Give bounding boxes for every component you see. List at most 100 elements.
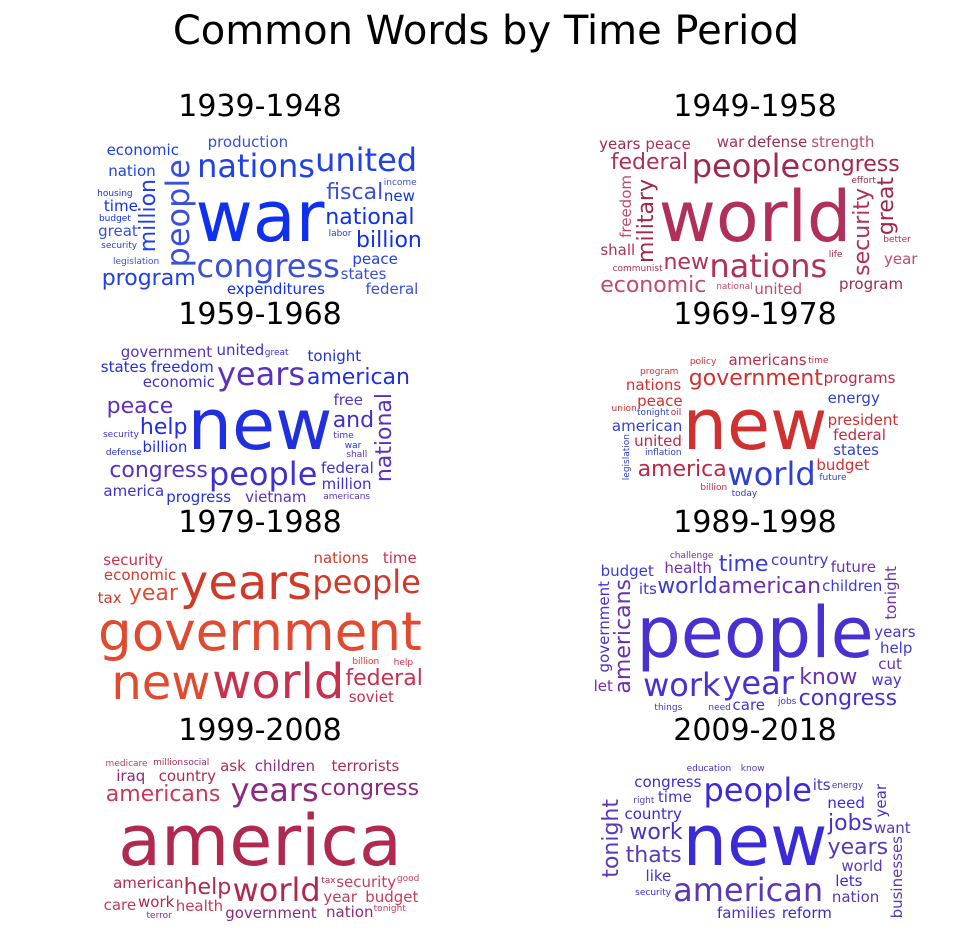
word: people [208, 455, 318, 494]
word: federal [365, 280, 419, 298]
word-cloud: america world years americans help congress se… [96, 758, 424, 922]
word: congress [196, 247, 340, 286]
word: new [682, 799, 828, 882]
word: jobs [777, 697, 797, 708]
word: nations [625, 375, 682, 394]
word: american [306, 364, 410, 390]
word: time [382, 550, 417, 568]
word-cloud: people year american world work know time congr… [591, 550, 919, 714]
word: year [128, 581, 178, 607]
word: government [98, 600, 422, 663]
word: budget [600, 561, 654, 580]
word: work [629, 819, 683, 845]
word: world [212, 654, 345, 711]
word: future [830, 558, 876, 577]
word: americans [323, 491, 371, 502]
word: policy [689, 357, 717, 368]
word: children [254, 758, 315, 776]
word: great [98, 221, 138, 240]
word: years [827, 835, 889, 861]
word: world [232, 871, 321, 910]
word: good [396, 873, 420, 884]
word: communist [612, 264, 663, 275]
word: war [344, 440, 362, 451]
word: states [340, 265, 387, 284]
word: billion [356, 227, 422, 253]
word: years [874, 623, 916, 642]
word: america [118, 799, 402, 882]
panel-1999-2008: 1999-2008 america world years americans help… [90, 714, 430, 924]
word: security [103, 550, 164, 569]
word: government [595, 580, 614, 673]
word: oil [670, 407, 682, 418]
word: program [640, 367, 679, 378]
word: tonight [599, 799, 625, 878]
word: united [216, 342, 265, 360]
word: new [663, 249, 709, 275]
word: like [645, 867, 672, 886]
word: world [658, 175, 852, 258]
word: nation [108, 162, 156, 181]
word: effort [851, 175, 876, 186]
word: years [230, 770, 319, 809]
word-cloud: new world government america american preside… [591, 342, 919, 506]
word: economic [103, 565, 177, 584]
word: children [822, 576, 883, 595]
word: nations [313, 550, 369, 568]
word: states [833, 440, 880, 459]
word: help [183, 875, 232, 900]
word: things [654, 703, 683, 714]
word: nations [197, 147, 315, 186]
word: education [686, 763, 732, 774]
word: work [138, 892, 175, 911]
panel-2009-2018: 2009-2018 new american people work years jobs… [585, 714, 925, 924]
panel-title: 2009-2018 [673, 713, 837, 748]
word: program [101, 265, 196, 291]
word: million [321, 474, 372, 493]
word: years [216, 355, 306, 394]
word: nations [709, 247, 828, 286]
word: new [111, 655, 211, 712]
word: inflation [644, 447, 682, 458]
word: housing [97, 188, 133, 199]
word: united [315, 140, 418, 179]
word: union [611, 403, 637, 414]
word: congress [320, 775, 420, 801]
word: life [828, 250, 843, 261]
word: federal [833, 425, 886, 444]
word: economic [106, 140, 179, 159]
panel-1989-1998: 1989-1998 people year american world work kno… [585, 506, 925, 716]
word: shall [600, 240, 636, 259]
word: care [732, 695, 766, 714]
word: government [225, 904, 317, 922]
word: federal [321, 459, 374, 477]
word: tax [97, 588, 122, 607]
word: need [827, 794, 865, 813]
word: security [336, 873, 397, 892]
word: united [754, 279, 803, 298]
word: american [673, 871, 824, 910]
word: economic [600, 272, 707, 298]
word: united [634, 431, 682, 450]
word: businesses [888, 836, 907, 919]
word: security [102, 429, 139, 440]
word: help [879, 639, 913, 658]
word: legislation [622, 433, 633, 481]
word: budget [365, 888, 419, 907]
panel-title: 1999-2008 [178, 713, 342, 748]
word: defense [105, 448, 142, 459]
word: and [332, 407, 375, 433]
panel-1979-1988: 1979-1988 government years world new people y… [90, 506, 430, 716]
word: security [101, 241, 138, 252]
word: peace [637, 391, 683, 410]
word: tonight [373, 904, 406, 915]
word: world [841, 857, 883, 876]
word: shall [346, 450, 368, 460]
word: way [871, 670, 902, 689]
word-cloud: government years world new people year federal… [96, 550, 424, 714]
word: new [383, 187, 415, 206]
word: let [593, 676, 613, 695]
word: budget [816, 456, 870, 475]
word: congress [634, 773, 702, 792]
word: congress [798, 686, 898, 712]
